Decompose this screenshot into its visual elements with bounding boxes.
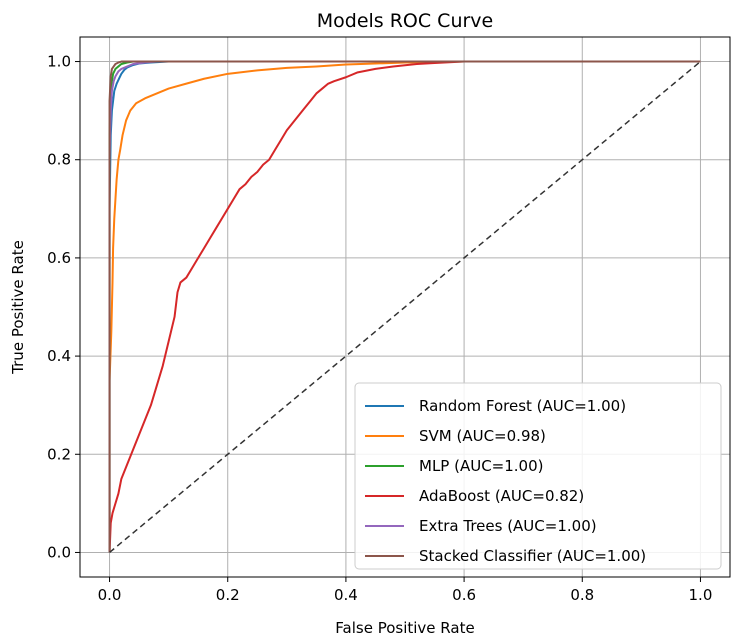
y-tick-label: 0.8 <box>47 151 71 169</box>
y-tick-label: 0.0 <box>47 543 71 561</box>
chart-title: Models ROC Curve <box>317 10 494 32</box>
x-tick-label: 0.6 <box>452 586 476 604</box>
legend-label: Stacked Classifier (AUC=1.00) <box>419 547 646 565</box>
y-tick-label: 1.0 <box>47 53 71 71</box>
x-tick-label: 0.2 <box>216 586 240 604</box>
legend-label: MLP (AUC=1.00) <box>419 457 544 475</box>
x-tick-label: 0.0 <box>98 586 122 604</box>
series-line-4 <box>108 60 701 553</box>
x-axis-label: False Positive Rate <box>335 619 474 637</box>
legend-label: Random Forest (AUC=1.00) <box>419 397 626 415</box>
series-lines <box>108 60 701 554</box>
y-tick-label: 0.4 <box>47 347 71 365</box>
legend-box <box>354 382 722 570</box>
y-tick-label: 0.6 <box>47 249 71 267</box>
series-line-6 <box>108 60 701 553</box>
legend-label: Extra Trees (AUC=1.00) <box>419 517 597 535</box>
y-tick-label: 0.2 <box>47 445 71 463</box>
legend-label: AdaBoost (AUC=0.82) <box>419 487 584 505</box>
legend: Random Forest (AUC=1.00) SVM (AUC=0.98) ML… <box>354 382 722 570</box>
chance-diagonal-line <box>109 60 701 554</box>
axis-ticks: 0.0 0.2 0.4 0.6 0.8 1.0 0.0 0.2 0.4 0.6 0.8 1.0 <box>47 53 712 604</box>
x-tick-label: 0.4 <box>334 586 358 604</box>
legend-label: SVM (AUC=0.98) <box>419 427 546 445</box>
series-line-2 <box>108 60 701 553</box>
plot-area-frame <box>79 36 731 578</box>
y-axis-label: True Positive Rate <box>9 240 27 375</box>
x-tick-label: 0.8 <box>570 586 594 604</box>
x-tick-label: 1.0 <box>689 586 713 604</box>
